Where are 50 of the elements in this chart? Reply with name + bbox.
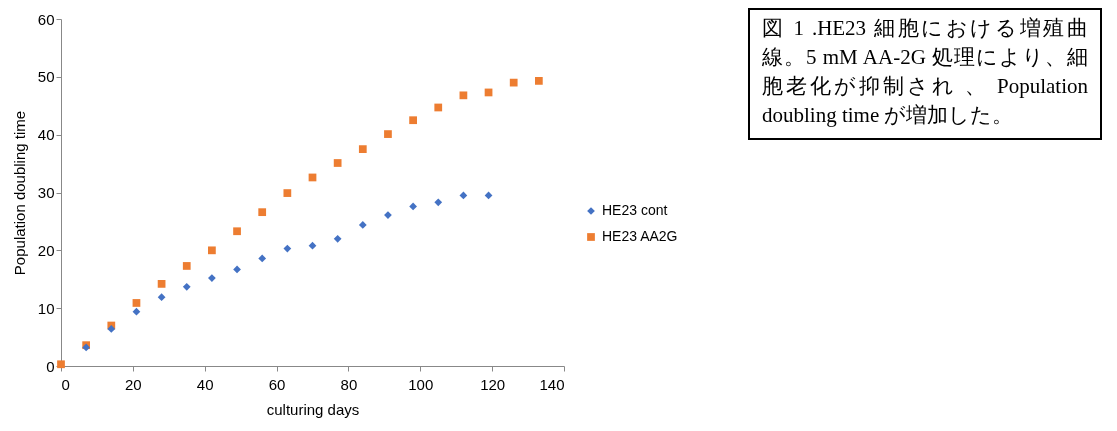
y-tick-label: 60 — [37, 10, 55, 28]
point — [333, 234, 342, 243]
x-tick-label: 60 — [268, 375, 286, 393]
point — [308, 241, 317, 250]
point — [409, 116, 417, 125]
caption: 図 1 .HE23 細胞における増殖曲線。5 mM AA-2G 処理により、細胞老化が抑制され 、 Population doubling time が増加した。 — [748, 8, 1102, 140]
point — [157, 280, 166, 288]
point — [459, 191, 468, 200]
point — [132, 307, 141, 316]
point — [233, 227, 241, 236]
point — [182, 282, 191, 291]
point — [157, 293, 166, 302]
point — [107, 325, 116, 333]
x-axis-title: culturing days — [266, 400, 360, 418]
point — [208, 274, 216, 282]
point — [233, 265, 241, 274]
point — [258, 254, 267, 263]
point — [182, 262, 191, 270]
x-tick-label: 100 — [408, 375, 434, 393]
point — [358, 145, 367, 153]
point — [484, 191, 493, 200]
point — [333, 159, 342, 167]
y-tick-label: 40 — [37, 126, 55, 144]
y-tick-label: 10 — [37, 299, 55, 317]
x-tick-label: 80 — [340, 375, 358, 393]
point — [258, 208, 267, 217]
legend-label: HE23 cont — [602, 202, 668, 218]
point — [459, 91, 468, 100]
y-tick-label: 30 — [37, 184, 55, 201]
point — [384, 130, 392, 138]
point — [434, 103, 443, 112]
point — [358, 221, 367, 229]
point — [208, 246, 216, 255]
point — [509, 78, 518, 87]
x-tick-label: 40 — [196, 375, 214, 393]
legend-label: HE23 AA2G — [602, 228, 678, 244]
y-tick-label: 50 — [37, 68, 55, 86]
x-tick-label: 0 — [61, 375, 70, 393]
point — [283, 189, 292, 197]
point — [409, 202, 417, 211]
point — [534, 77, 543, 85]
y-axis-title: Population doubling time — [10, 110, 28, 276]
x-tick-label: 120 — [480, 375, 506, 393]
point — [434, 198, 443, 207]
x-tick-label: 140 — [539, 375, 565, 393]
y-tick-label: 0 — [46, 357, 55, 375]
point — [283, 244, 292, 253]
point — [132, 299, 141, 307]
y-tick-label: 20 — [37, 241, 55, 259]
x-tick-label: 20 — [125, 375, 142, 393]
